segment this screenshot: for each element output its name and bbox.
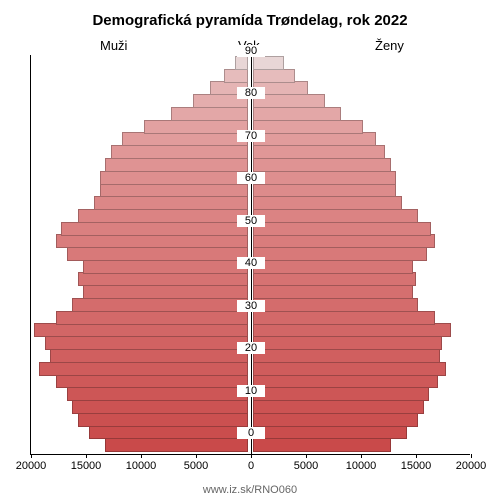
bar-male [67, 247, 249, 261]
y-tick-label: 90 [237, 45, 265, 57]
bar-female [253, 425, 407, 439]
bar-female [253, 222, 431, 236]
bar-female [253, 260, 413, 274]
bar-female [253, 158, 391, 172]
bar-female [253, 183, 396, 197]
bar-female [253, 247, 427, 261]
bar-male [39, 362, 248, 376]
x-tick-mark [86, 454, 87, 458]
bar-female [253, 120, 363, 134]
x-tick-mark [306, 454, 307, 458]
bar-male [100, 171, 249, 185]
x-tick-mark [416, 454, 417, 458]
bar-female [253, 171, 396, 185]
bar-male [78, 413, 249, 427]
bar-female [253, 362, 446, 376]
bar-male [94, 196, 248, 210]
y-tick-label: 30 [237, 300, 265, 312]
bar-male [61, 222, 248, 236]
bar-female [253, 209, 418, 223]
y-tick-label: 60 [237, 172, 265, 184]
bar-female [253, 234, 435, 248]
bar-male [171, 107, 248, 121]
chart-title: Demografická pyramída Trøndelag, rok 202… [0, 12, 500, 29]
bar-female [253, 69, 295, 83]
x-tick-label: 0 [248, 460, 254, 472]
bar-female [253, 56, 284, 70]
bar-female [253, 323, 451, 337]
bar-female [253, 107, 341, 121]
pyramid-plot: 0102030405060708090200001500010000500005… [30, 55, 470, 455]
bar-male [111, 145, 249, 159]
bar-female [253, 132, 376, 146]
bar-female [253, 145, 385, 159]
bar-male [224, 69, 248, 83]
y-tick-label: 40 [237, 257, 265, 269]
bar-female [253, 400, 424, 414]
y-tick-label: 10 [237, 385, 265, 397]
bar-female [253, 196, 402, 210]
bar-male [72, 400, 248, 414]
bar-male [105, 438, 248, 452]
footer-url: www.iz.sk/RNO060 [0, 484, 500, 496]
bar-male [56, 311, 249, 325]
x-tick-mark [141, 454, 142, 458]
chart-container: Demografická pyramída Trøndelag, rok 202… [0, 0, 500, 500]
bar-female [253, 311, 435, 325]
x-tick-label: 20000 [16, 460, 47, 472]
bar-male [56, 234, 249, 248]
x-tick-label: 20000 [456, 460, 487, 472]
y-tick-label: 70 [237, 130, 265, 142]
bar-male [105, 158, 248, 172]
bar-female [253, 272, 416, 286]
bar-female [253, 285, 413, 299]
bar-male [122, 132, 249, 146]
label-male: Muži [100, 38, 127, 53]
x-tick-mark [471, 454, 472, 458]
x-tick-mark [31, 454, 32, 458]
bar-female [253, 336, 442, 350]
x-tick-label: 15000 [71, 460, 102, 472]
bar-female [253, 298, 418, 312]
bar-male [83, 260, 248, 274]
x-tick-label: 15000 [401, 460, 432, 472]
bar-female [253, 374, 438, 388]
bar-female [253, 349, 440, 363]
x-tick-label: 10000 [126, 460, 157, 472]
bar-female [253, 438, 391, 452]
bar-male [83, 285, 248, 299]
bar-male [72, 298, 248, 312]
y-tick-label: 50 [237, 215, 265, 227]
bar-male [56, 374, 249, 388]
bar-female [253, 387, 429, 401]
bar-male [67, 387, 249, 401]
x-tick-mark [196, 454, 197, 458]
bar-male [34, 323, 249, 337]
label-female: Ženy [375, 38, 404, 53]
bar-female [253, 413, 418, 427]
bar-male [50, 349, 248, 363]
bar-male [235, 56, 248, 70]
y-tick-label: 20 [237, 342, 265, 354]
bar-male [78, 209, 249, 223]
x-tick-label: 10000 [346, 460, 377, 472]
x-tick-mark [361, 454, 362, 458]
x-tick-mark [251, 454, 252, 458]
y-tick-label: 0 [237, 427, 265, 439]
bar-male [78, 272, 249, 286]
bar-male [100, 183, 249, 197]
bar-male [144, 120, 249, 134]
bar-male [89, 425, 249, 439]
x-tick-label: 5000 [184, 460, 208, 472]
bar-male [45, 336, 249, 350]
y-tick-label: 80 [237, 87, 265, 99]
x-tick-label: 5000 [294, 460, 318, 472]
